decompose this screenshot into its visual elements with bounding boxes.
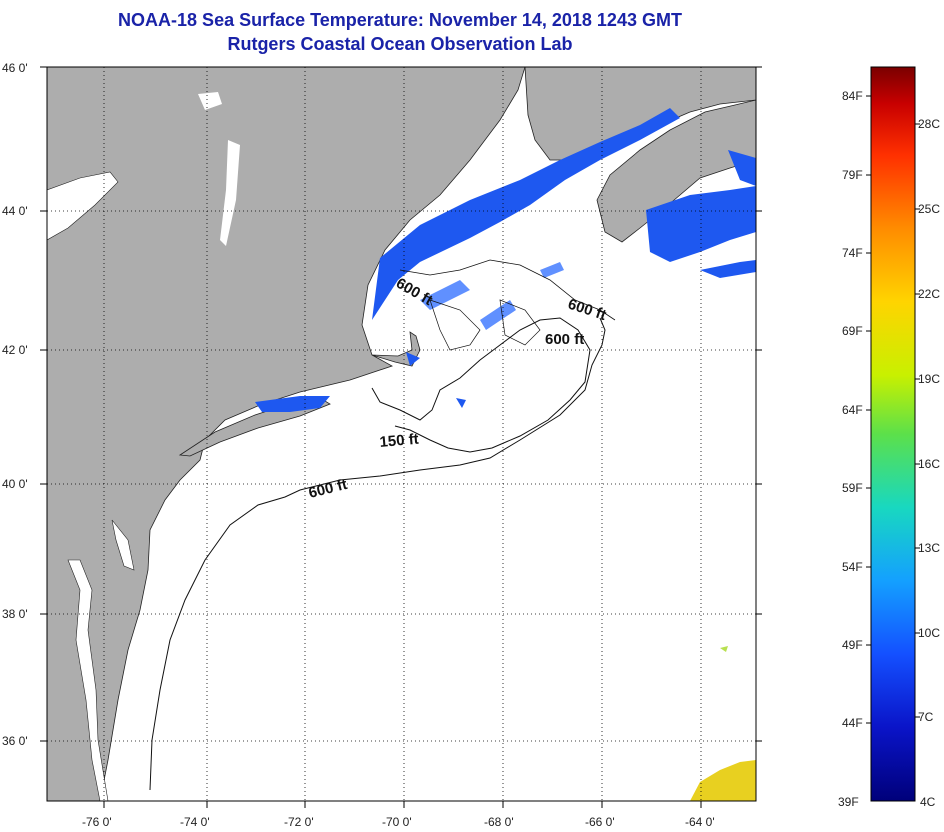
lon-label-64: -64 0' [685, 815, 715, 829]
water-delaware-bay [111, 519, 135, 571]
colorbar-c-7: 7C [918, 710, 934, 724]
lat-label-38: 38 0' [2, 607, 28, 621]
lat-label-36: 36 0' [2, 734, 28, 748]
colorbar [870, 66, 916, 802]
water-lake-small [198, 92, 222, 110]
colorbar-c-4: 4C [920, 795, 936, 809]
colorbar-f-39: 39F [838, 795, 859, 809]
colorbar-f-49: 49F [842, 638, 863, 652]
contour-600ft-gulf [399, 259, 616, 321]
lon-label-74: -74 0' [180, 815, 210, 829]
colorbar-f-64: 64F [842, 403, 863, 417]
colorbar-f-69: 69F [842, 324, 863, 338]
lon-label-66: -66 0' [585, 815, 615, 829]
contour-600ft-basin [429, 299, 541, 351]
water-lake-ontario [47, 171, 119, 241]
colorbar-c-22: 22C [918, 287, 940, 301]
colorbar-c-25: 25C [918, 202, 940, 216]
colorbar-f-84: 84F [842, 89, 863, 103]
colorbar-f-44: 44F [842, 716, 863, 730]
colorbar-f-74: 74F [842, 246, 863, 260]
map-subtitle: Rutgers Coastal Ocean Observation Lab [227, 34, 573, 54]
colorbar-f-54: 54F [842, 560, 863, 574]
sst-cool-streaks [420, 262, 564, 330]
lat-label-44: 44 0' [2, 204, 28, 218]
colorbar-c-13: 13C [918, 541, 940, 555]
contour-label-4: 150 ft [379, 431, 420, 451]
lat-label-40: 40 0' [2, 477, 28, 491]
sst-warm-dot [720, 646, 728, 652]
colorbar-f-79: 79F [842, 168, 863, 182]
colorbar-c-19: 19C [918, 372, 940, 386]
lon-label-68: -68 0' [484, 815, 514, 829]
lat-label-42: 42 0' [2, 343, 28, 357]
contour-600ft-shelf [149, 317, 606, 791]
colorbar-c-10: 10C [918, 626, 940, 640]
lon-label-70: -70 0' [382, 815, 412, 829]
water-lake-champlain [220, 140, 240, 246]
lon-label-72: -72 0' [284, 815, 314, 829]
lat-label-46: 46 0' [2, 61, 28, 75]
colorbar-c-16: 16C [918, 457, 940, 471]
lon-label-76: -76 0' [82, 815, 112, 829]
land-long-island [178, 397, 331, 457]
colorbar-c-28: 28C [918, 117, 940, 131]
map-title: NOAA-18 Sea Surface Temperature: Novembe… [118, 10, 682, 30]
water-chesapeake [67, 559, 109, 801]
map-frame [46, 66, 757, 802]
contour-150ft [371, 317, 591, 453]
colorbar-ticks [866, 95, 920, 724]
colorbar-f-59: 59F [842, 481, 863, 495]
sst-warm-patch [690, 760, 756, 801]
axis-ticks [40, 66, 762, 808]
contour-label-3: 600 ft [545, 331, 584, 348]
